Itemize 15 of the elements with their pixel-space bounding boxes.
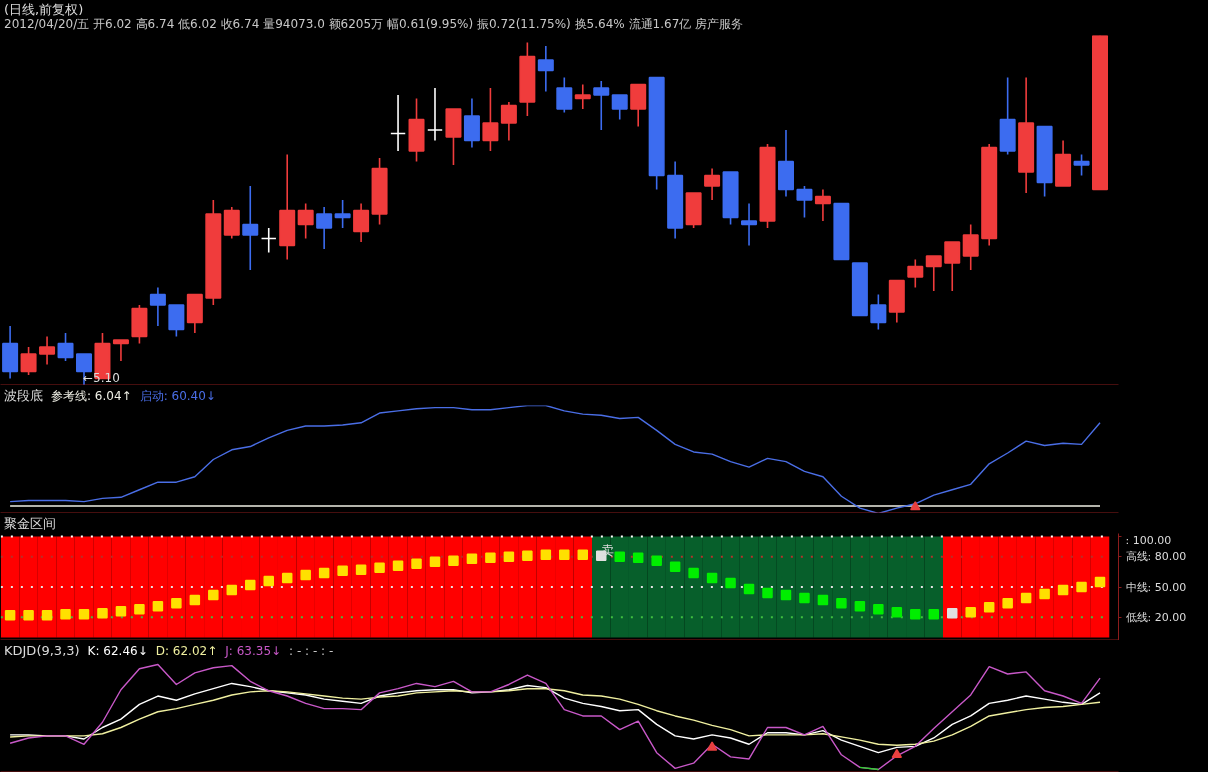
chart-title: 聚金区间: [4, 516, 56, 531]
y-tick-label: : 100.00: [1125, 533, 1172, 547]
text: : - : - : -: [289, 644, 334, 658]
chart-title: KDJD(9,3,3): [4, 643, 80, 658]
y-tick-label: 高线: 80.00: [1125, 550, 1187, 564]
y-tick-label: 低线: 20.00: [1125, 610, 1187, 624]
text: K: 62.46↓: [87, 644, 148, 658]
text: 参考线: 6.04↑: [51, 389, 132, 403]
chart-title: (日线,前复权): [4, 2, 84, 17]
series-label: J: 63.35↓: [225, 644, 282, 658]
y-tick-label: 中线: 50.00: [1125, 580, 1187, 594]
chart-title: 波段底: [4, 388, 43, 403]
text: 2012/04/20/五 开6.02 高6.74 低6.02 收6.74 量94073.0 额6205万 幅0.61(9.95%) 振0.72(11.75%) 换5.64% 流通1.67亿 房产服务: [4, 17, 744, 31]
text: 启动: 60.40↓: [139, 389, 216, 403]
text: D: 62.02↑: [155, 644, 218, 658]
